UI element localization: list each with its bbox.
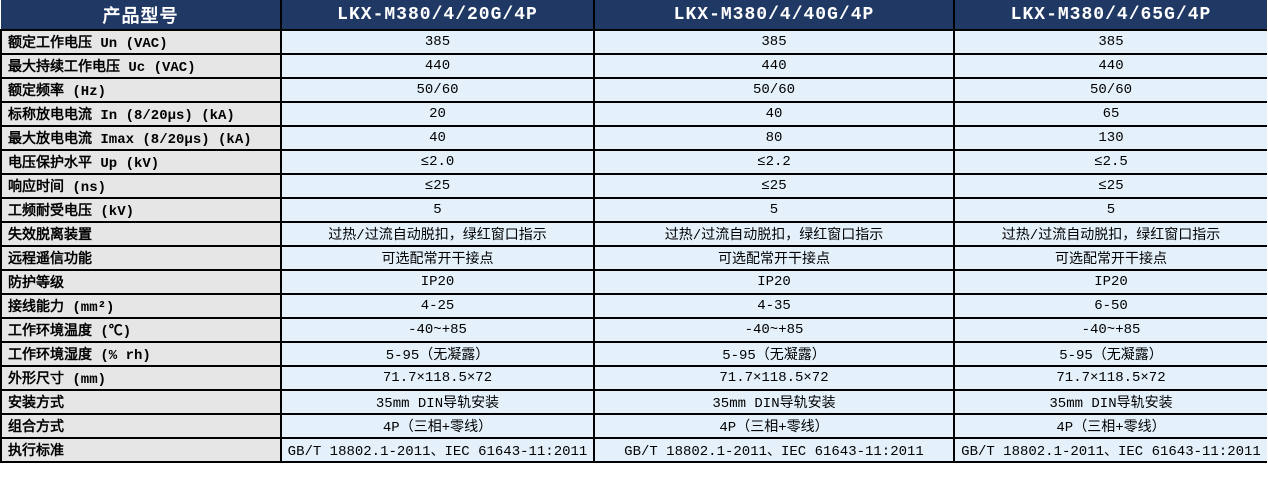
spec-row-label: 接线能力 (mm²) (0, 293, 282, 319)
spec-value-model-2: 过热/过流自动脱扣，绿红窗口指示 (593, 221, 955, 247)
spec-row-label: 额定频率 (Hz) (0, 77, 282, 103)
spec-value-model-2: ≤25 (593, 173, 955, 199)
spec-row: 组合方式 4P（三相+零线） 4P（三相+零线） 4P（三相+零线） (0, 413, 1267, 439)
spec-value-model-3: 5 (953, 197, 1267, 223)
spec-value-model-1: 5 (280, 197, 595, 223)
spec-value-model-3: 385 (953, 29, 1267, 55)
product-spec-table: 产品型号 LKX-M380/4/20G/4P LKX-M380/4/40G/4P… (0, 0, 1267, 463)
spec-value-model-1: 20 (280, 101, 595, 127)
spec-row-label: 最大持续工作电压 Uc (VAC) (0, 53, 282, 79)
spec-value-model-2: 4-35 (593, 293, 955, 319)
spec-value-model-3: 65 (953, 101, 1267, 127)
spec-row-label: 安装方式 (0, 389, 282, 415)
spec-row-label: 额定工作电压 Un (VAC) (0, 29, 282, 55)
spec-table-header: 产品型号 LKX-M380/4/20G/4P LKX-M380/4/40G/4P… (1, 0, 1267, 31)
spec-row-label: 执行标准 (0, 437, 282, 463)
spec-row-label: 电压保护水平 Up (kV) (0, 149, 282, 175)
spec-row-label: 响应时间 (ns) (0, 173, 282, 199)
spec-row: 工作环境温度 (℃) -40~+85 -40~+85 -40~+85 (0, 317, 1267, 343)
spec-value-model-2: 可选配常开干接点 (593, 245, 955, 271)
spec-value-model-1: IP20 (280, 269, 595, 295)
spec-value-model-2: -40~+85 (593, 317, 955, 343)
spec-row: 最大持续工作电压 Uc (VAC) 440 440 440 (0, 53, 1267, 79)
spec-row: 外形尺寸 (mm) 71.7×118.5×72 71.7×118.5×72 71… (0, 365, 1267, 391)
spec-row: 执行标准 GB/T 18802.1-2011、IEC 61643-11:2011… (0, 437, 1267, 463)
spec-row: 远程遥信功能 可选配常开干接点 可选配常开干接点 可选配常开干接点 (0, 245, 1267, 271)
spec-value-model-2: 5-95（无凝露） (593, 341, 955, 367)
spec-row: 响应时间 (ns) ≤25 ≤25 ≤25 (0, 173, 1267, 199)
spec-value-model-2: 71.7×118.5×72 (593, 365, 955, 391)
spec-value-model-2: 440 (593, 53, 955, 79)
spec-value-model-1: 过热/过流自动脱扣，绿红窗口指示 (280, 221, 595, 247)
spec-row-label: 工作环境湿度 (% rh) (0, 341, 282, 367)
spec-row: 工作环境湿度 (% rh) 5-95（无凝露） 5-95（无凝露） 5-95（无… (0, 341, 1267, 367)
spec-row: 接线能力 (mm²) 4-25 4-35 6-50 (0, 293, 1267, 319)
spec-value-model-3: 6-50 (953, 293, 1267, 319)
spec-value-model-2: 4P（三相+零线） (593, 413, 955, 439)
spec-row-label: 远程遥信功能 (0, 245, 282, 271)
spec-value-model-3: ≤25 (953, 173, 1267, 199)
spec-value-model-3: 可选配常开干接点 (953, 245, 1267, 271)
spec-table-body: 额定工作电压 Un (VAC) 385 385 385 最大持续工作电压 Uc … (0, 29, 1267, 463)
spec-value-model-1: ≤25 (280, 173, 595, 199)
spec-value-model-3: 50/60 (953, 77, 1267, 103)
spec-value-model-3: GB/T 18802.1-2011、IEC 61643-11:2011 (953, 437, 1267, 463)
spec-value-model-2: 50/60 (593, 77, 955, 103)
spec-value-model-1: GB/T 18802.1-2011、IEC 61643-11:2011 (280, 437, 595, 463)
spec-row: 最大放电电流 Imax (8/20μs) (kA) 40 80 130 (0, 125, 1267, 151)
spec-row: 额定工作电压 Un (VAC) 385 385 385 (0, 29, 1267, 55)
spec-row: 标称放电电流 In (8/20μs) (kA) 20 40 65 (0, 101, 1267, 127)
spec-value-model-3: 130 (953, 125, 1267, 151)
spec-value-model-3: ≤2.5 (953, 149, 1267, 175)
spec-row-label: 组合方式 (0, 413, 282, 439)
header-model-3: LKX-M380/4/65G/4P (953, 0, 1267, 31)
spec-value-model-1: 71.7×118.5×72 (280, 365, 595, 391)
spec-row: 防护等级 IP20 IP20 IP20 (0, 269, 1267, 295)
spec-value-model-1: -40~+85 (280, 317, 595, 343)
spec-value-model-1: 385 (280, 29, 595, 55)
header-row: 产品型号 LKX-M380/4/20G/4P LKX-M380/4/40G/4P… (1, 0, 1267, 31)
spec-row: 安装方式 35mm DIN导轨安装 35mm DIN导轨安装 35mm DIN导… (0, 389, 1267, 415)
spec-row: 失效脱离装置 过热/过流自动脱扣，绿红窗口指示 过热/过流自动脱扣，绿红窗口指示… (0, 221, 1267, 247)
spec-value-model-3: 440 (953, 53, 1267, 79)
spec-value-model-1: 5-95（无凝露） (280, 341, 595, 367)
spec-row-label: 工作环境温度 (℃) (0, 317, 282, 343)
spec-value-model-2: ≤2.2 (593, 149, 955, 175)
spec-value-model-2: 5 (593, 197, 955, 223)
header-model-1: LKX-M380/4/20G/4P (280, 0, 595, 31)
spec-value-model-2: 35mm DIN导轨安装 (593, 389, 955, 415)
spec-value-model-3: 5-95（无凝露） (953, 341, 1267, 367)
spec-value-model-2: 385 (593, 29, 955, 55)
header-product-model-label: 产品型号 (1, 0, 282, 31)
spec-row: 电压保护水平 Up (kV) ≤2.0 ≤2.2 ≤2.5 (0, 149, 1267, 175)
spec-row-label: 外形尺寸 (mm) (0, 365, 282, 391)
header-model-2: LKX-M380/4/40G/4P (593, 0, 955, 31)
spec-value-model-3: 35mm DIN导轨安装 (953, 389, 1267, 415)
spec-value-model-2: 40 (593, 101, 955, 127)
spec-value-model-1: 4-25 (280, 293, 595, 319)
spec-value-model-2: GB/T 18802.1-2011、IEC 61643-11:2011 (593, 437, 955, 463)
spec-value-model-1: 35mm DIN导轨安装 (280, 389, 595, 415)
spec-value-model-3: 4P（三相+零线） (953, 413, 1267, 439)
spec-value-model-1: 4P（三相+零线） (280, 413, 595, 439)
spec-row-label: 失效脱离装置 (0, 221, 282, 247)
spec-row-label: 防护等级 (0, 269, 282, 295)
spec-value-model-3: 71.7×118.5×72 (953, 365, 1267, 391)
spec-row: 额定频率 (Hz) 50/60 50/60 50/60 (0, 77, 1267, 103)
spec-value-model-1: 50/60 (280, 77, 595, 103)
spec-row-label: 最大放电电流 Imax (8/20μs) (kA) (0, 125, 282, 151)
spec-value-model-1: ≤2.0 (280, 149, 595, 175)
spec-value-model-2: 80 (593, 125, 955, 151)
spec-row-label: 标称放电电流 In (8/20μs) (kA) (0, 101, 282, 127)
spec-row-label: 工频耐受电压 (kV) (0, 197, 282, 223)
spec-value-model-3: 过热/过流自动脱扣，绿红窗口指示 (953, 221, 1267, 247)
spec-value-model-1: 440 (280, 53, 595, 79)
spec-value-model-3: -40~+85 (953, 317, 1267, 343)
spec-value-model-1: 可选配常开干接点 (280, 245, 595, 271)
spec-value-model-1: 40 (280, 125, 595, 151)
spec-value-model-3: IP20 (953, 269, 1267, 295)
spec-value-model-2: IP20 (593, 269, 955, 295)
spec-row: 工频耐受电压 (kV) 5 5 5 (0, 197, 1267, 223)
